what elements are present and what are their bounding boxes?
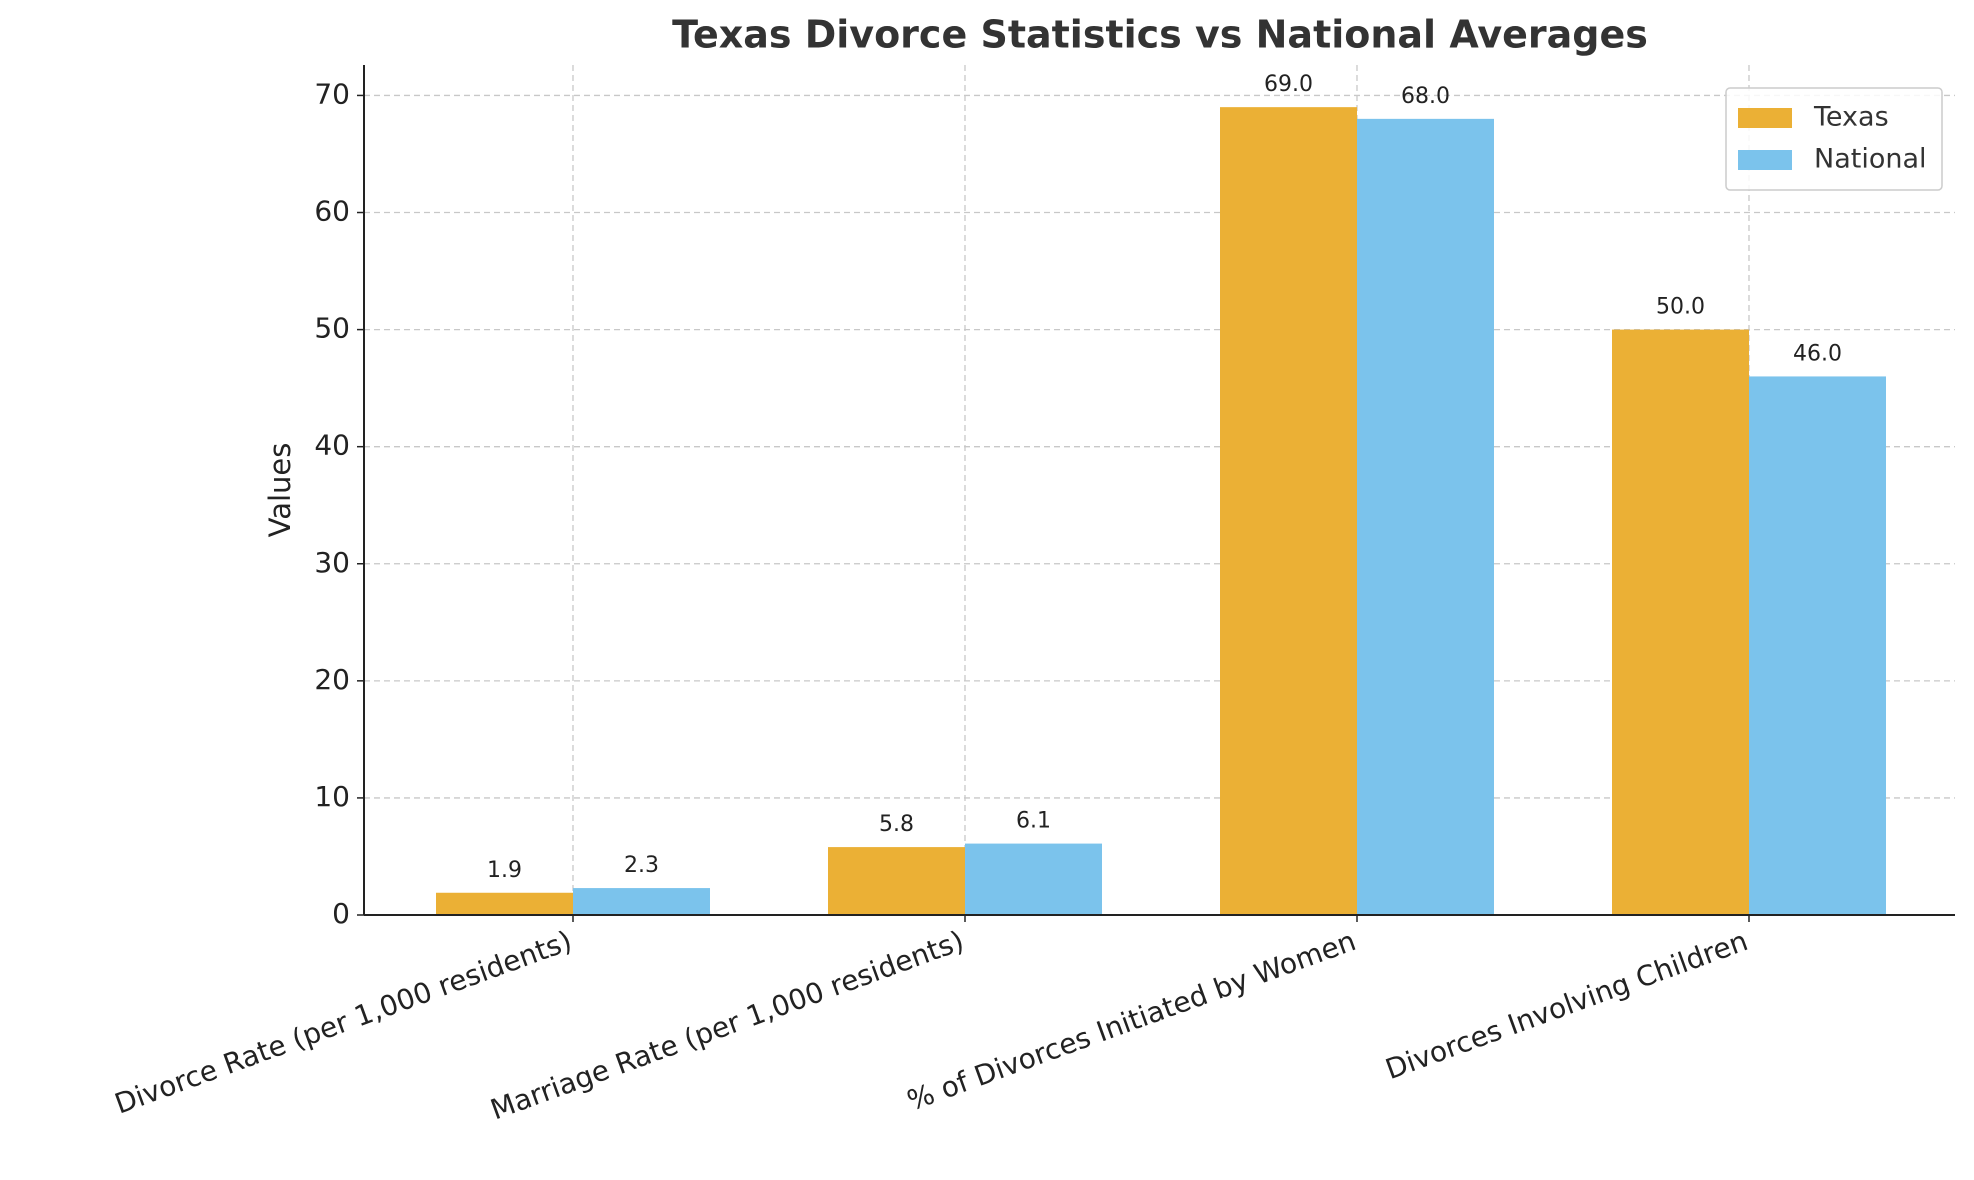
bar <box>828 847 965 915</box>
value-label: 68.0 <box>1401 84 1450 109</box>
legend-label: National <box>1814 144 1927 175</box>
y-tick-label: 60 <box>314 195 350 228</box>
value-label: 2.3 <box>624 853 659 878</box>
bar <box>965 843 1102 915</box>
y-tick-label: 70 <box>314 77 350 110</box>
bar <box>436 892 573 915</box>
legend-swatch <box>1738 150 1792 170</box>
bar <box>1612 329 1749 915</box>
y-tick-label: 10 <box>314 780 350 813</box>
bar <box>1749 376 1886 915</box>
chart-title: Texas Divorce Statistics vs National Ave… <box>672 13 1648 57</box>
value-label: 46.0 <box>1793 341 1842 366</box>
x-tick-label: % of Divorces Initiated by Women <box>903 924 1360 1117</box>
y-tick-label: 20 <box>314 663 350 696</box>
bar <box>573 888 710 915</box>
value-label: 1.9 <box>487 858 522 883</box>
bar <box>1220 107 1357 916</box>
value-label: 6.1 <box>1016 809 1051 834</box>
value-label: 69.0 <box>1264 72 1313 97</box>
legend-label: Texas <box>1813 102 1889 133</box>
y-axis-label: Values <box>263 443 297 538</box>
y-tick-label: 0 <box>332 897 350 930</box>
value-label: 50.0 <box>1656 295 1705 320</box>
value-label: 5.8 <box>879 812 914 837</box>
y-tick-label: 50 <box>314 312 350 345</box>
y-tick-label: 30 <box>314 546 350 579</box>
x-tick-label: Divorces Involving Children <box>1381 924 1752 1086</box>
legend-swatch <box>1738 108 1792 128</box>
y-tick-label: 40 <box>314 429 350 462</box>
bar <box>1357 118 1494 915</box>
